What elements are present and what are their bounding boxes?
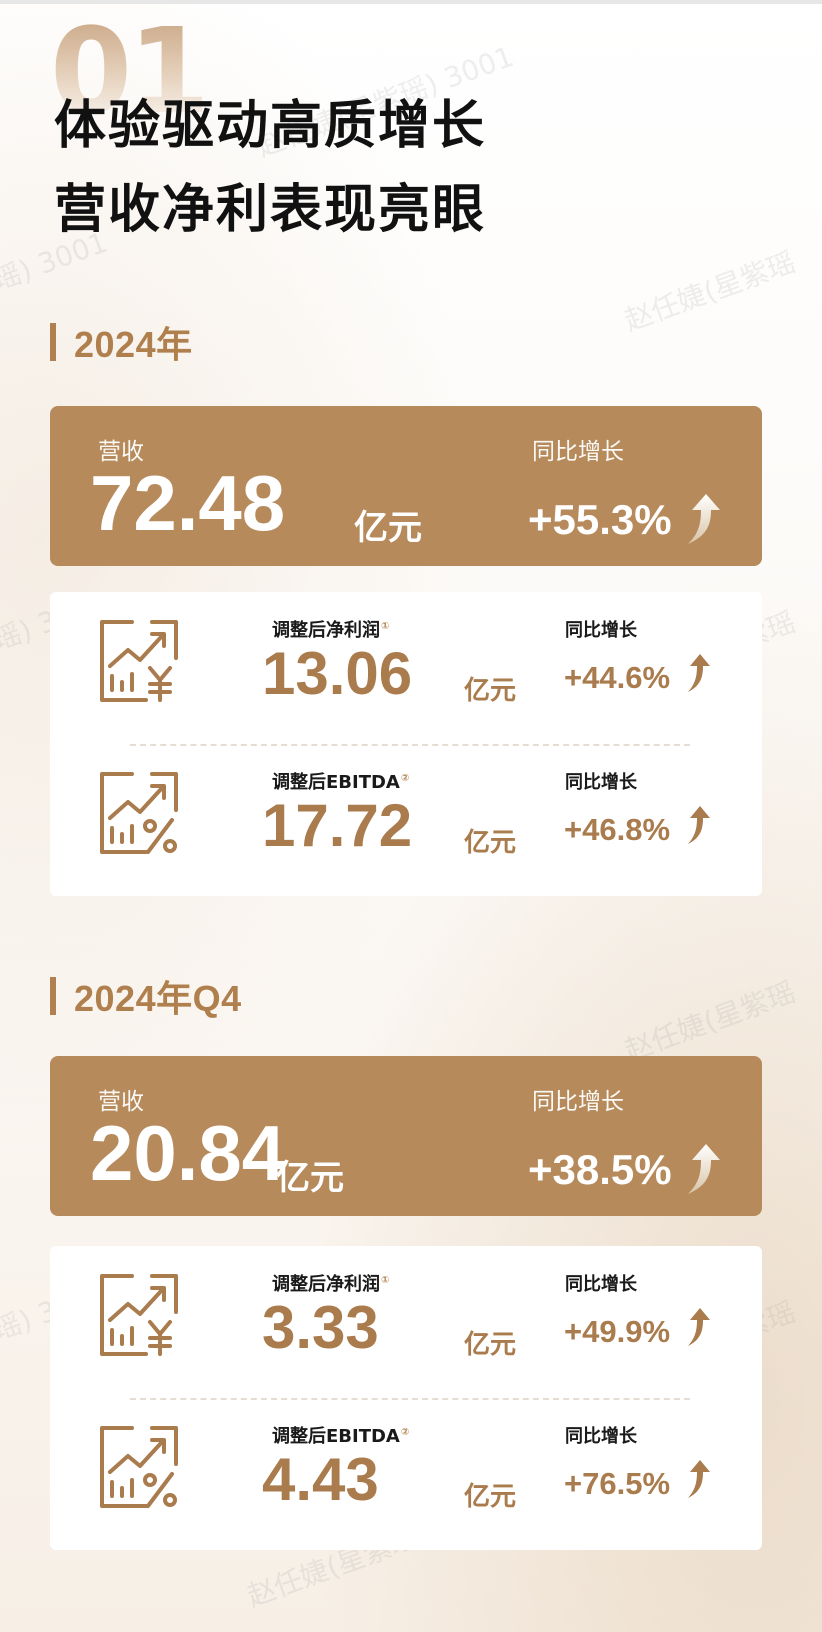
- growth-label: 同比增长: [565, 1426, 637, 1447]
- metric-value: 17.72: [262, 792, 413, 859]
- growth-value: +49.9%: [564, 1314, 671, 1349]
- up-arrow-icon: [680, 1142, 724, 1196]
- section-heading-2024-q4: 2024年Q4: [50, 974, 242, 1019]
- metric-unit: 亿元: [464, 1330, 517, 1360]
- revenue-value: 72.48: [90, 459, 286, 547]
- dashed-divider: [130, 744, 690, 746]
- chart-yen-icon: [96, 618, 182, 704]
- metric-unit: 亿元: [464, 828, 517, 858]
- metric-value: 4.43: [262, 1446, 379, 1513]
- metric-row-net-profit: 调整后净利润① 13.06 亿元 同比增长 +44.6%: [50, 592, 762, 742]
- metric-label-text: 调整后EBITDA: [272, 1426, 400, 1447]
- metric-label: 调整后净利润①: [272, 1270, 389, 1296]
- metric-row-ebitda: 调整后EBITDA② 17.72 亿元 同比增长 +46.8%: [50, 744, 762, 894]
- growth-value: +46.8%: [564, 812, 671, 847]
- revenue-card-2024-q4: 营收 同比增长 20.84 亿元 +38.5%: [50, 1056, 762, 1216]
- metric-row-net-profit: 调整后净利润① 3.33 亿元 同比增长 +49.9%: [50, 1246, 762, 1396]
- page-title-line-1: 体验驱动高质增长: [54, 96, 487, 156]
- chart-yen-icon: [96, 1272, 182, 1358]
- revenue-unit: 亿元: [276, 1158, 344, 1198]
- revenue-unit: 亿元: [354, 508, 422, 548]
- watermark: 赵任婕(星紫瑶: [620, 245, 800, 338]
- up-arrow-icon: [680, 492, 724, 546]
- growth-label: 同比增长: [565, 1274, 637, 1295]
- section-heading-text: 2024年Q4: [74, 978, 242, 1019]
- dashed-divider: [130, 1398, 690, 1400]
- metric-row-ebitda: 调整后EBITDA② 4.43 亿元 同比增长 +76.5%: [50, 1398, 762, 1548]
- up-arrow-icon: [682, 1306, 712, 1348]
- revenue-label: 营收: [98, 1089, 144, 1115]
- footnote-marker: ②: [400, 773, 410, 784]
- metric-label-text: 调整后净利润: [272, 620, 380, 641]
- growth-label: 同比增长: [532, 439, 624, 465]
- metrics-card-2024-q4: 调整后净利润① 3.33 亿元 同比增长 +49.9% 调整后EBITDA②: [50, 1246, 762, 1550]
- metric-label: 调整后净利润①: [272, 616, 389, 642]
- growth-label: 同比增长: [565, 772, 637, 793]
- growth-label: 同比增长: [565, 620, 637, 641]
- metric-label-text: 调整后净利润: [272, 1274, 380, 1295]
- up-arrow-icon: [682, 804, 712, 846]
- revenue-growth: +55.3%: [528, 496, 672, 543]
- growth-label: 同比增长: [532, 1089, 624, 1115]
- top-border: [0, 0, 822, 4]
- metric-label: 调整后EBITDA②: [272, 768, 409, 794]
- growth-value: +44.6%: [564, 660, 671, 695]
- metrics-card-2024: 调整后净利润① 13.06 亿元 同比增长 +44.6% 调整后EBITDA②: [50, 592, 762, 896]
- footnote-marker: ①: [381, 621, 390, 632]
- chart-percent-icon: [96, 1424, 182, 1510]
- section-heading-text: 2024年: [74, 324, 193, 365]
- heading-accent-bar: [50, 323, 56, 361]
- section-number: 01: [50, 2, 210, 140]
- footnote-marker: ②: [400, 1427, 410, 1438]
- metric-unit: 亿元: [464, 676, 517, 706]
- growth-value: +76.5%: [564, 1466, 671, 1501]
- metric-label: 调整后EBITDA②: [272, 1422, 409, 1448]
- revenue-label: 营收: [98, 439, 144, 465]
- metric-value: 13.06: [262, 640, 413, 707]
- revenue-growth: +38.5%: [528, 1146, 672, 1193]
- up-arrow-icon: [682, 652, 712, 694]
- revenue-card-2024: 营收 同比增长 72.48 亿元 +55.3%: [50, 406, 762, 566]
- footnote-marker: ①: [381, 1275, 390, 1286]
- metric-value: 3.33: [262, 1294, 379, 1361]
- revenue-value: 20.84: [90, 1109, 286, 1197]
- metric-label-text: 调整后EBITDA: [272, 772, 400, 793]
- metric-unit: 亿元: [464, 1482, 517, 1512]
- section-heading-2024: 2024年: [50, 320, 193, 365]
- up-arrow-icon: [682, 1458, 712, 1500]
- page-title-line-2: 营收净利表现亮眼: [54, 180, 487, 240]
- heading-accent-bar: [50, 977, 56, 1015]
- watermark: 赵任婕(星紫瑶: [620, 975, 800, 1068]
- chart-percent-icon: [96, 770, 182, 856]
